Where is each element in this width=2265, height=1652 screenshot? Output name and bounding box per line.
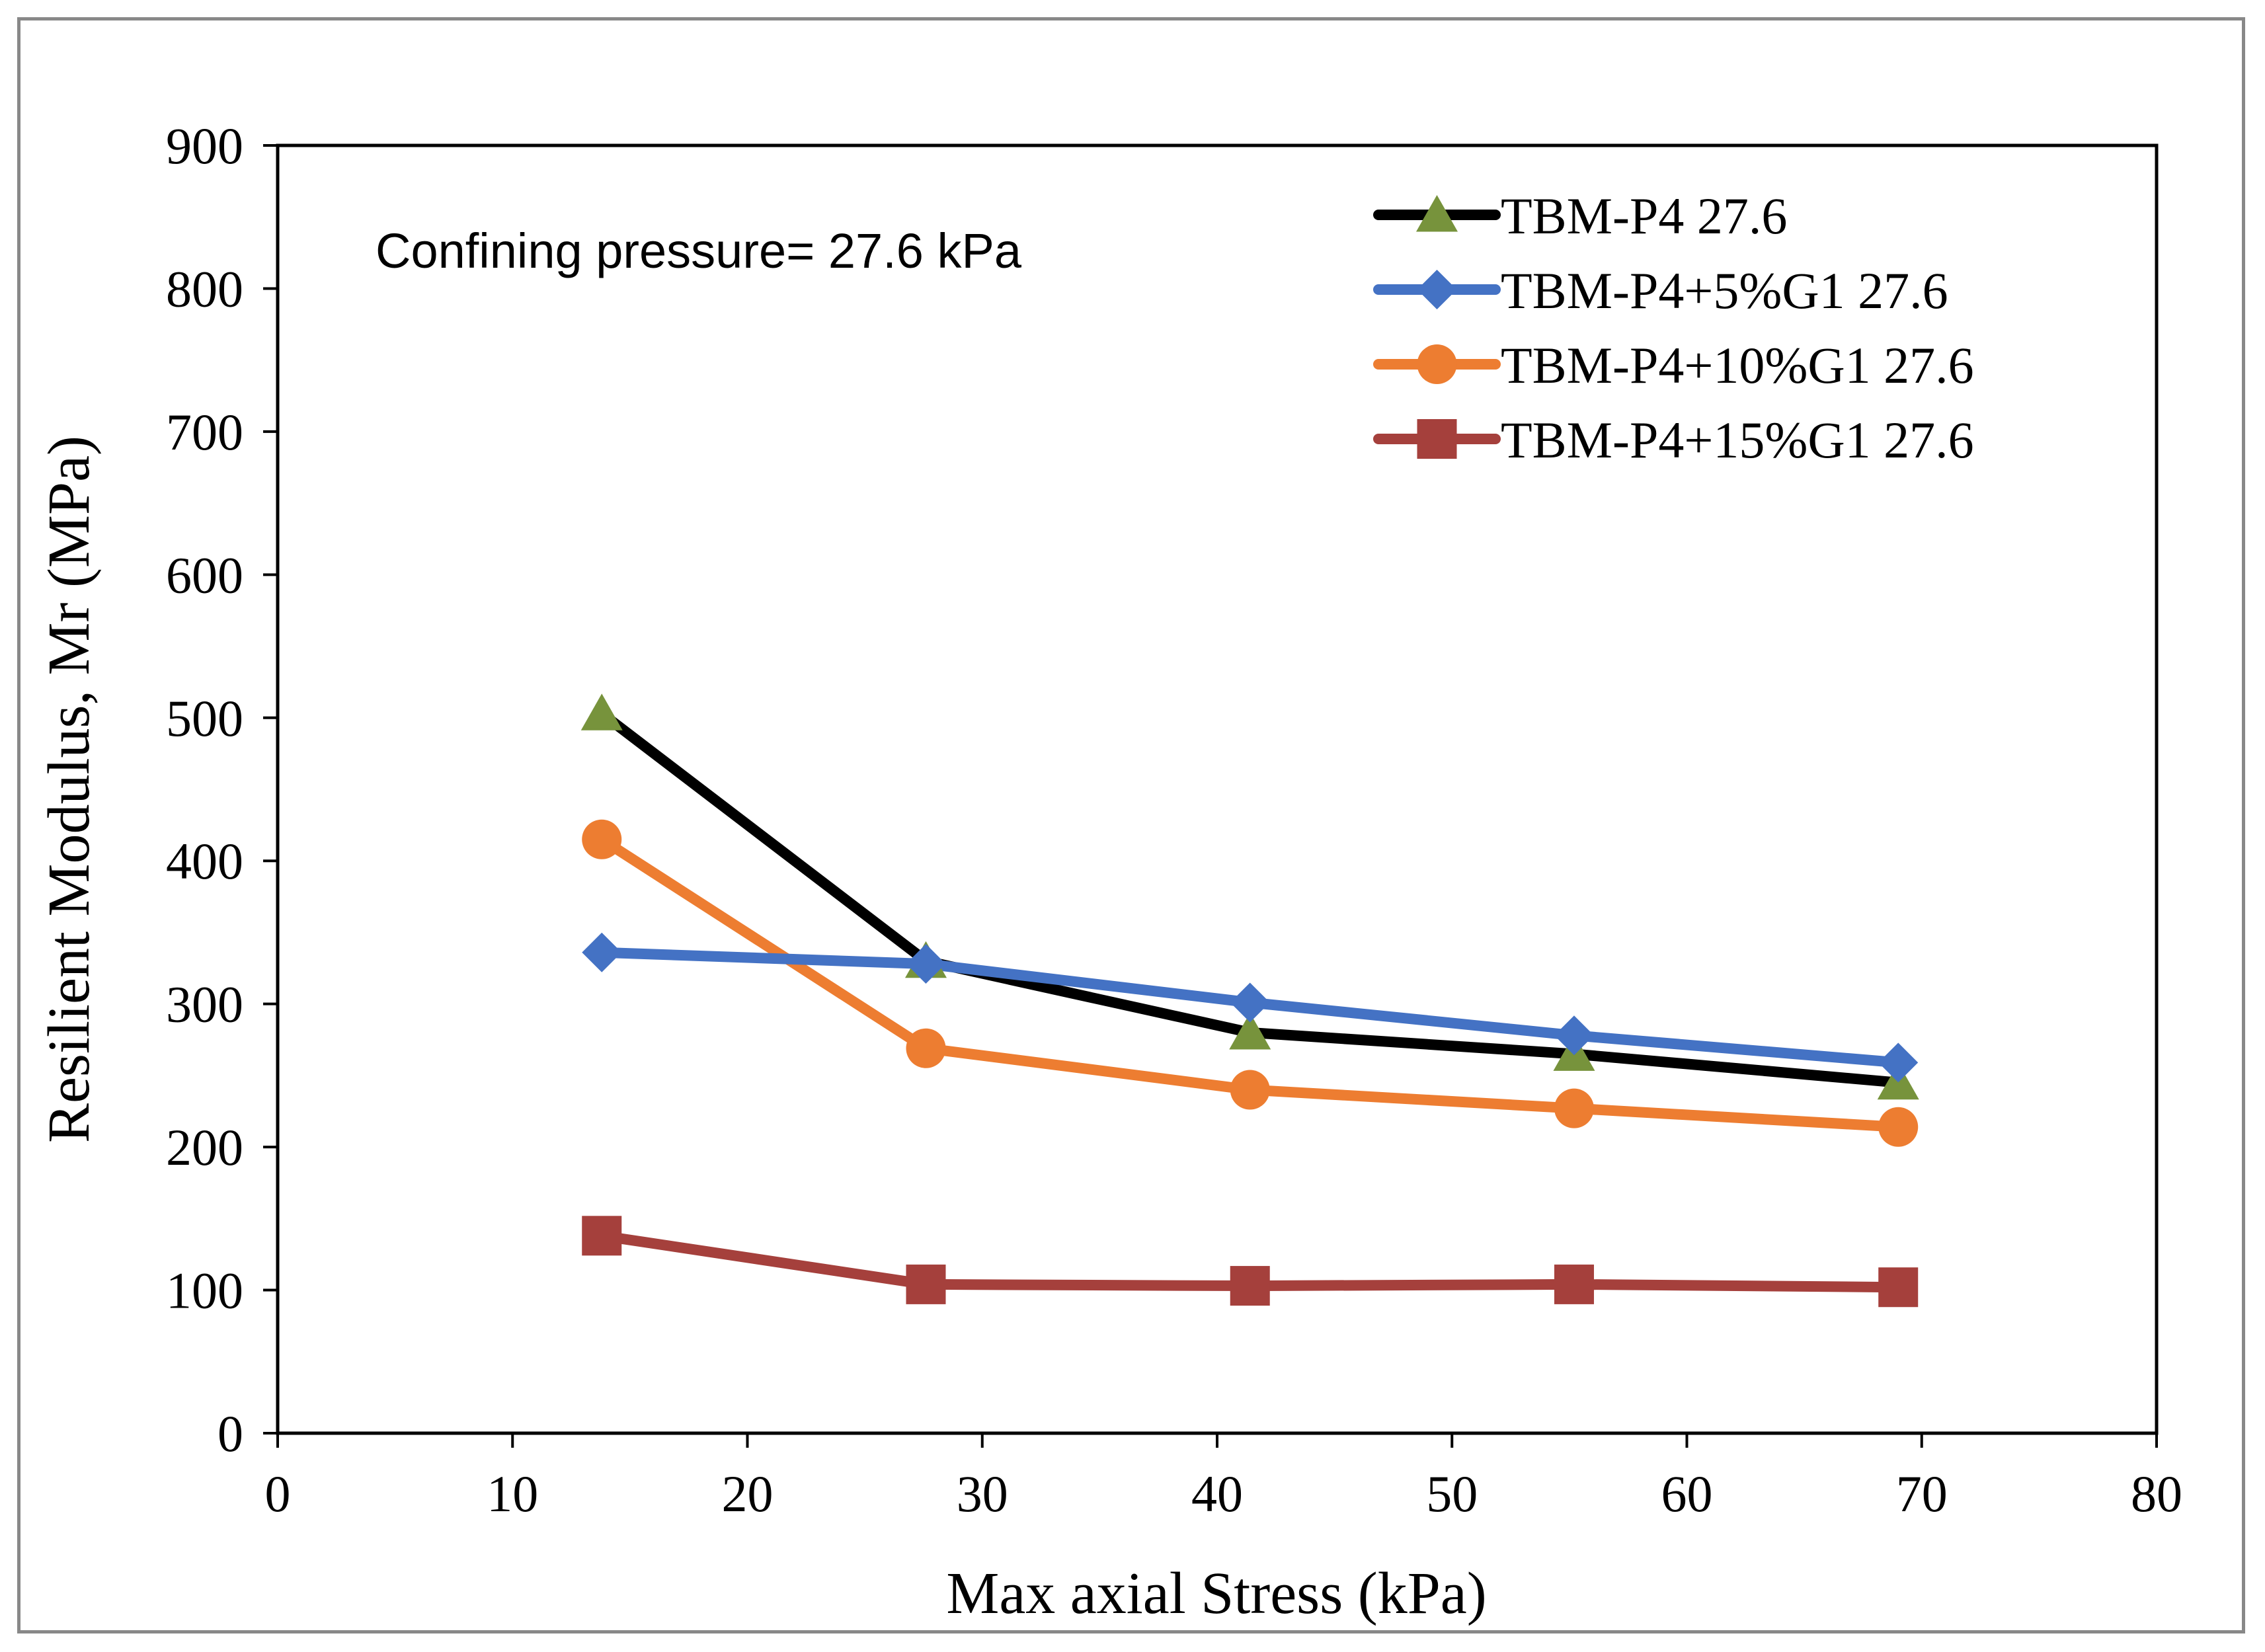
x-tick-label: 30 — [957, 1465, 1008, 1522]
data-point — [1230, 1266, 1270, 1306]
legend-marker — [1417, 419, 1457, 459]
y-tick-label: 100 — [166, 1262, 243, 1319]
data-point — [582, 932, 622, 972]
data-point — [906, 1264, 946, 1304]
y-axis-label: Resilient Modulus, Mr (MPa) — [36, 436, 102, 1143]
y-tick-label: 400 — [166, 832, 243, 890]
data-point — [1878, 1267, 1919, 1308]
data-point — [1230, 1070, 1270, 1110]
legend-label: TBM-P4+10%G1 27.6 — [1501, 336, 1974, 394]
data-point — [1878, 1107, 1919, 1147]
legend-label: TBM-P4+5%G1 27.6 — [1501, 262, 1948, 319]
y-tick-label: 500 — [166, 689, 243, 747]
y-tick-label: 600 — [166, 546, 243, 604]
legend: TBM-P4 27.6 TBM-P4+5%G1 27.6 TBM-P4+10%G1 … — [1373, 187, 1974, 469]
x-tick-label: 40 — [1191, 1465, 1243, 1522]
legend-marker — [1417, 270, 1457, 309]
y-tick-label: 200 — [166, 1119, 243, 1176]
y-tick-label: 300 — [166, 976, 243, 1033]
legend-marker — [1417, 344, 1457, 384]
y-tick-label: 0 — [218, 1405, 243, 1462]
x-tick-label: 70 — [1896, 1465, 1948, 1522]
x-axis-label: Max axial Stress (kPa) — [946, 1561, 1486, 1626]
axis-ticks: 0 10 20 30 40 50 60 70 8001002003004005006007008… — [166, 117, 2182, 1522]
x-tick-label: 10 — [487, 1465, 538, 1522]
series-layer — [580, 693, 1919, 1308]
y-tick-label: 700 — [166, 403, 243, 461]
x-tick-label: 0 — [265, 1465, 291, 1522]
data-point — [906, 944, 946, 984]
data-point — [582, 819, 622, 859]
y-tick-label: 800 — [166, 260, 243, 317]
data-point — [1554, 1264, 1594, 1304]
legend-marker — [1416, 195, 1458, 232]
data-point — [906, 1028, 946, 1068]
x-tick-label: 60 — [1661, 1465, 1713, 1522]
data-point — [1554, 1015, 1594, 1056]
data-point — [582, 1216, 622, 1256]
data-point — [1878, 1042, 1919, 1083]
data-point — [1229, 1012, 1271, 1050]
y-tick-label: 900 — [166, 117, 243, 175]
data-point — [1554, 1088, 1594, 1128]
legend-label: TBM-P4 27.6 — [1501, 187, 1787, 245]
x-tick-label: 80 — [2131, 1465, 2182, 1522]
legend-label: TBM-P4+15%G1 27.6 — [1501, 411, 1974, 469]
data-point — [580, 693, 623, 730]
data-point — [1230, 982, 1270, 1023]
x-tick-label: 20 — [722, 1465, 774, 1522]
annotation-confining-pressure: Confining pressure= 27.6 kPa — [376, 223, 1022, 278]
x-tick-label: 50 — [1426, 1465, 1478, 1522]
